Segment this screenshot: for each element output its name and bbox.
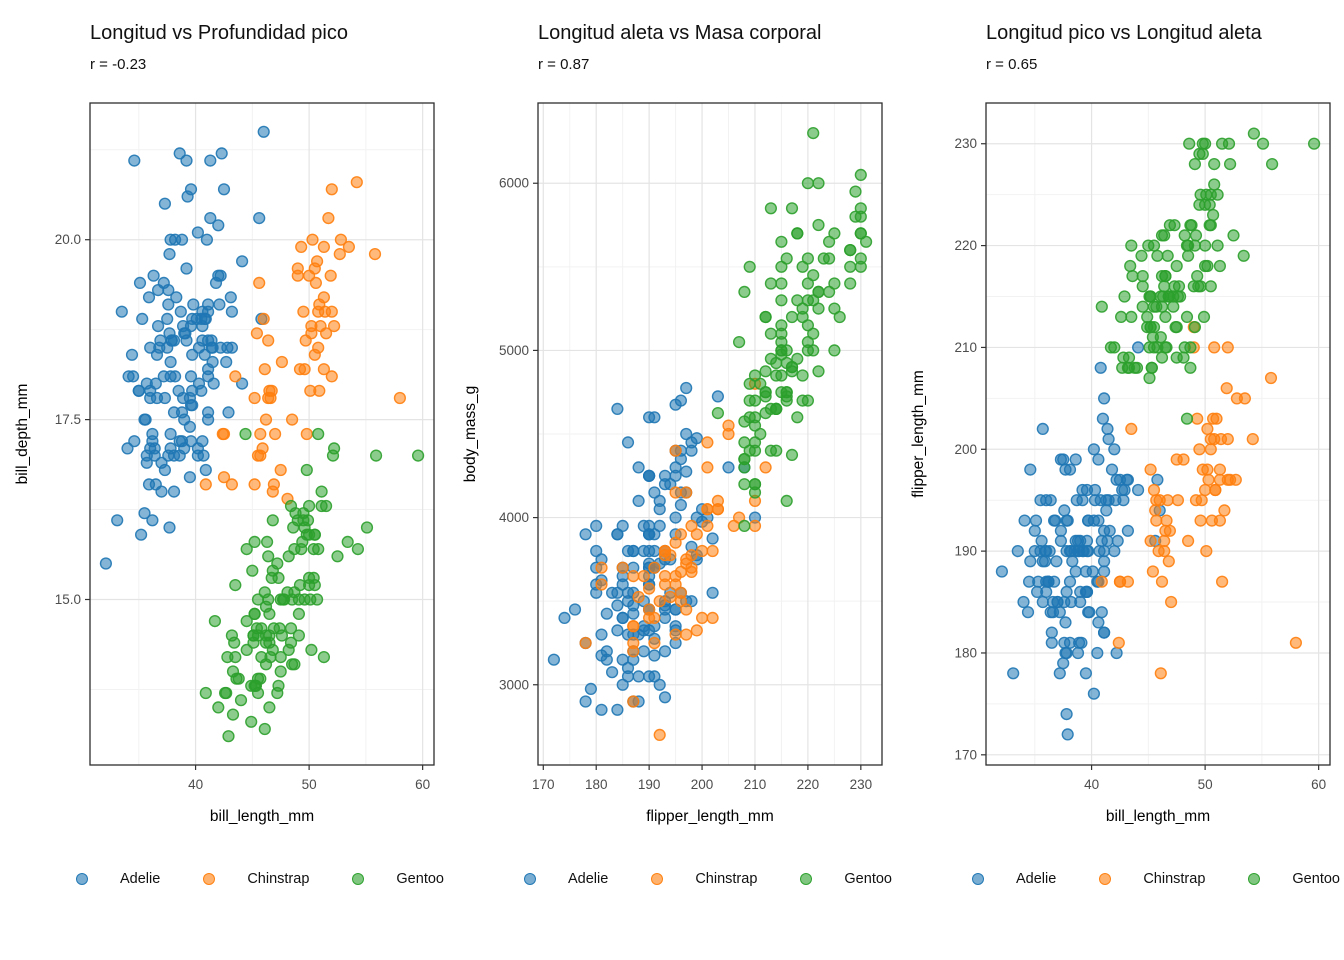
panel-2-legend: Adelie Chinstrap Gentoo xyxy=(448,871,896,887)
panel-3-header: Longitud pico vs Longitud aleta r = 0.65 xyxy=(896,0,1344,95)
legend-label-chinstrap: Chinstrap xyxy=(247,871,310,887)
svg-text:180: 180 xyxy=(954,645,977,660)
svg-text:200: 200 xyxy=(691,777,714,792)
svg-text:190: 190 xyxy=(954,544,977,559)
legend-label-chinstrap: Chinstrap xyxy=(695,871,758,887)
panel-2-title: Longitud aleta vs Masa corporal xyxy=(538,22,822,44)
svg-text:190: 190 xyxy=(638,777,661,792)
legend-label-adelie: Adelie xyxy=(1016,871,1057,887)
legend-label-gentoo: Gentoo xyxy=(1292,871,1340,887)
scatter-plot-bill-length-vs-depth: 40 50 60 15.0 17.5 20.0 bill_length_mm bill_dep… xyxy=(14,102,435,825)
svg-text:230: 230 xyxy=(954,136,977,151)
svg-text:180: 180 xyxy=(585,777,608,792)
legend-item-adelie: Adelie xyxy=(524,871,608,887)
chinstrap-color-dot xyxy=(203,873,216,885)
svg-text:15.0: 15.0 xyxy=(55,592,81,607)
legend-label-chinstrap: Chinstrap xyxy=(1143,871,1206,887)
legend-label-gentoo: Gentoo xyxy=(396,871,444,887)
svg-text:5000: 5000 xyxy=(499,343,529,358)
svg-text:230: 230 xyxy=(850,777,873,792)
gentoo-color-dot xyxy=(800,873,813,885)
svg-text:220: 220 xyxy=(954,238,977,253)
svg-text:body_mass_g: body_mass_g xyxy=(462,386,479,483)
svg-text:210: 210 xyxy=(954,340,977,355)
svg-text:20.0: 20.0 xyxy=(55,232,81,247)
panel-2-subtitle: r = 0.87 xyxy=(538,56,590,73)
legend-item-chinstrap: Chinstrap xyxy=(1099,871,1205,887)
adelie-color-dot xyxy=(524,873,536,885)
svg-text:bill_depth_mm: bill_depth_mm xyxy=(14,384,31,485)
panel-1-header: Longitud vs Profundidad pico r = -0.23 xyxy=(0,0,448,95)
chinstrap-color-dot xyxy=(651,873,664,885)
svg-text:60: 60 xyxy=(415,777,430,792)
svg-text:50: 50 xyxy=(302,777,317,792)
svg-text:40: 40 xyxy=(1084,777,1099,792)
svg-text:flipper_length_mm: flipper_length_mm xyxy=(910,370,927,498)
svg-text:17.5: 17.5 xyxy=(55,412,81,427)
gentoo-color-dot xyxy=(1248,873,1261,885)
panel-2-header: Longitud aleta vs Masa corporal r = 0.87 xyxy=(448,0,896,95)
legend-item-adelie: Adelie xyxy=(972,871,1056,887)
svg-text:6000: 6000 xyxy=(499,176,529,191)
svg-text:170: 170 xyxy=(532,777,555,792)
figure-panel-2: Longitud aleta vs Masa corporal r = 0.87… xyxy=(448,0,896,960)
svg-text:200: 200 xyxy=(954,442,977,457)
svg-text:4000: 4000 xyxy=(499,510,529,525)
legend-item-gentoo: Gentoo xyxy=(1248,871,1340,887)
scatter-plot-flipper-vs-mass: 170 180 190 200 210 220 230 3000 4000 5000 6000 fli… xyxy=(462,102,883,825)
panel-1-legend: Adelie Chinstrap Gentoo xyxy=(0,871,448,887)
legend-label-adelie: Adelie xyxy=(120,871,161,887)
panel-3-subtitle: r = 0.65 xyxy=(986,56,1038,73)
svg-text:40: 40 xyxy=(188,777,203,792)
scatter-plot-bill-vs-flipper: 40 50 60 170 180 190 200 210 220 230 bill_length_m… xyxy=(910,102,1331,825)
svg-text:60: 60 xyxy=(1311,777,1326,792)
legend-label-gentoo: Gentoo xyxy=(844,871,892,887)
legend-item-gentoo: Gentoo xyxy=(352,871,444,887)
panel-1-title: Longitud vs Profundidad pico xyxy=(90,22,348,44)
svg-text:3000: 3000 xyxy=(499,677,529,692)
legend-item-chinstrap: Chinstrap xyxy=(203,871,309,887)
svg-text:170: 170 xyxy=(954,747,977,762)
gentoo-color-dot xyxy=(352,873,365,885)
legend-item-gentoo: Gentoo xyxy=(800,871,892,887)
svg-text:bill_length_mm: bill_length_mm xyxy=(1106,808,1210,825)
legend-item-adelie: Adelie xyxy=(76,871,160,887)
svg-text:210: 210 xyxy=(744,777,767,792)
panel-3-legend: Adelie Chinstrap Gentoo xyxy=(896,871,1344,887)
panel-3-title: Longitud pico vs Longitud aleta xyxy=(986,22,1262,44)
svg-text:50: 50 xyxy=(1198,777,1213,792)
legend-label-adelie: Adelie xyxy=(568,871,609,887)
figure-panel-1: Longitud vs Profundidad pico r = -0.23 4… xyxy=(0,0,448,960)
adelie-color-dot xyxy=(76,873,88,885)
adelie-color-dot xyxy=(972,873,984,885)
figure-panel-3: Longitud pico vs Longitud aleta r = 0.65… xyxy=(896,0,1344,960)
svg-text:bill_length_mm: bill_length_mm xyxy=(210,808,314,825)
legend-item-chinstrap: Chinstrap xyxy=(651,871,757,887)
svg-text:220: 220 xyxy=(797,777,820,792)
chinstrap-color-dot xyxy=(1099,873,1112,885)
panel-1-subtitle: r = -0.23 xyxy=(90,56,147,73)
svg-text:flipper_length_mm: flipper_length_mm xyxy=(646,808,774,825)
